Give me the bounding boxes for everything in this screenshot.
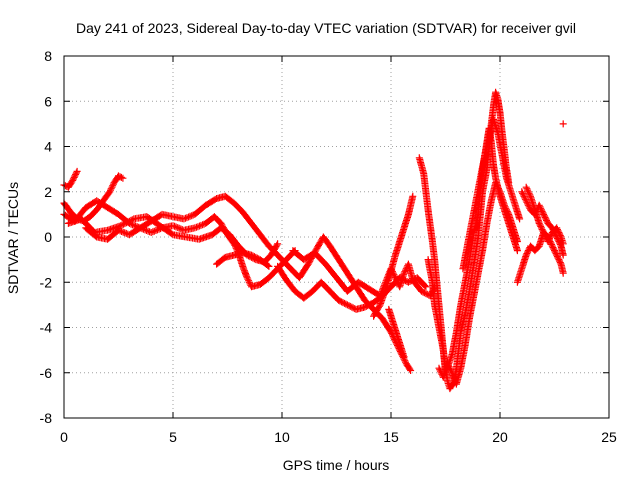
series-arc-n bbox=[435, 179, 521, 388]
y-tick-label--8: -8 bbox=[40, 410, 53, 426]
series-arc-r bbox=[522, 183, 567, 248]
series-arc-h-markers bbox=[274, 262, 430, 313]
y-tick-label-2: 2 bbox=[44, 184, 52, 200]
x-tick-label-15: 15 bbox=[383, 429, 399, 445]
y-tick-label--6: -6 bbox=[40, 365, 53, 381]
series-arc-o bbox=[459, 115, 524, 273]
tick-labels: 0 5 10 15 20 25 -8 -6 -4 -2 0 2 4 6 8 bbox=[40, 48, 617, 445]
y-tick-label-6: 6 bbox=[44, 93, 52, 109]
series-arc-k bbox=[385, 305, 408, 361]
y-tick-label--2: -2 bbox=[40, 274, 53, 290]
series-arc-n-markers bbox=[435, 179, 521, 388]
x-tick-label-10: 10 bbox=[274, 429, 290, 445]
y-tick-label-4: 4 bbox=[44, 139, 52, 155]
series-arc-j-markers bbox=[370, 192, 417, 320]
series-arc-h bbox=[274, 262, 430, 313]
series-arc-k-markers bbox=[385, 305, 408, 361]
grid bbox=[64, 56, 609, 418]
y-tick-label-8: 8 bbox=[44, 48, 52, 64]
series-point-s-markers bbox=[559, 120, 567, 128]
series-arc-f-markers bbox=[213, 249, 273, 270]
x-tick-label-20: 20 bbox=[492, 429, 508, 445]
chart-title: Day 241 of 2023, Sidereal Day-to-day VTE… bbox=[76, 20, 576, 36]
x-tick-label-5: 5 bbox=[169, 429, 177, 445]
x-axis-label: GPS time / hours bbox=[283, 457, 390, 473]
x-tick-label-25: 25 bbox=[601, 429, 617, 445]
plot-area bbox=[60, 88, 567, 393]
y-axis-label: SDTVAR / TECUs bbox=[5, 182, 21, 294]
series-arc-j bbox=[370, 192, 417, 320]
y-tick-label-0: 0 bbox=[44, 229, 52, 245]
series-arc-r-markers bbox=[522, 183, 567, 248]
series-arc-f bbox=[213, 249, 273, 270]
y-tick-label--4: -4 bbox=[40, 320, 53, 336]
series-point-s bbox=[559, 120, 567, 128]
x-tick-label-0: 0 bbox=[60, 429, 68, 445]
series-arc-o-markers bbox=[459, 115, 524, 273]
